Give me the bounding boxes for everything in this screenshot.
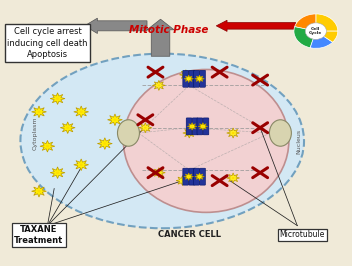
Text: Cell
Cycle: Cell Cycle	[309, 27, 322, 35]
Ellipse shape	[118, 120, 139, 146]
Polygon shape	[187, 123, 197, 130]
Polygon shape	[60, 122, 75, 134]
Circle shape	[157, 172, 160, 174]
Circle shape	[157, 84, 160, 86]
FancyBboxPatch shape	[194, 70, 199, 87]
Polygon shape	[195, 173, 204, 180]
Ellipse shape	[20, 54, 304, 228]
Circle shape	[113, 118, 117, 121]
FancyBboxPatch shape	[200, 168, 206, 185]
Polygon shape	[184, 173, 194, 180]
Polygon shape	[74, 159, 89, 171]
Circle shape	[103, 142, 106, 145]
Circle shape	[66, 126, 69, 129]
Polygon shape	[40, 140, 55, 152]
FancyBboxPatch shape	[197, 118, 203, 135]
Text: Cell cycle arrest
inducing cell death
Apoptosis: Cell cycle arrest inducing cell death Ap…	[7, 27, 88, 59]
Circle shape	[37, 111, 40, 113]
Polygon shape	[195, 75, 204, 82]
FancyArrow shape	[84, 18, 147, 34]
Text: Cytoplasm: Cytoplasm	[33, 116, 38, 150]
Text: Microtubule: Microtubule	[279, 230, 325, 239]
FancyBboxPatch shape	[189, 168, 195, 185]
Polygon shape	[176, 176, 189, 186]
Polygon shape	[227, 128, 240, 138]
Circle shape	[80, 111, 83, 113]
Wedge shape	[316, 31, 338, 42]
Circle shape	[188, 78, 190, 80]
FancyBboxPatch shape	[189, 70, 195, 87]
FancyBboxPatch shape	[186, 118, 192, 135]
Wedge shape	[295, 14, 316, 31]
Circle shape	[181, 180, 184, 182]
Text: Nucleus: Nucleus	[296, 128, 301, 153]
FancyBboxPatch shape	[200, 70, 206, 87]
Polygon shape	[74, 106, 89, 118]
FancyBboxPatch shape	[203, 118, 209, 135]
Polygon shape	[98, 138, 112, 149]
Polygon shape	[152, 80, 165, 90]
Polygon shape	[139, 123, 152, 133]
Circle shape	[37, 190, 40, 193]
Text: CANCER CELL: CANCER CELL	[158, 230, 221, 239]
Ellipse shape	[269, 120, 291, 146]
Polygon shape	[184, 75, 194, 82]
Ellipse shape	[124, 69, 289, 212]
Polygon shape	[183, 128, 196, 138]
Circle shape	[184, 74, 187, 76]
Circle shape	[199, 78, 201, 80]
Polygon shape	[32, 185, 46, 197]
FancyBboxPatch shape	[183, 70, 189, 87]
FancyBboxPatch shape	[192, 118, 198, 135]
Circle shape	[46, 145, 49, 148]
Polygon shape	[152, 168, 165, 178]
FancyBboxPatch shape	[183, 168, 189, 185]
Circle shape	[56, 171, 59, 174]
FancyArrow shape	[147, 19, 174, 56]
Polygon shape	[198, 123, 208, 130]
Text: TAXANE
Treatment: TAXANE Treatment	[14, 225, 64, 244]
Polygon shape	[180, 70, 192, 80]
Circle shape	[232, 132, 234, 134]
Polygon shape	[50, 167, 65, 178]
Circle shape	[188, 132, 191, 134]
Circle shape	[199, 176, 201, 177]
Circle shape	[191, 126, 193, 127]
Circle shape	[202, 126, 204, 127]
FancyArrow shape	[216, 20, 296, 31]
Circle shape	[80, 164, 83, 166]
Text: Mitotic Phase: Mitotic Phase	[129, 25, 209, 35]
Wedge shape	[310, 31, 333, 48]
Circle shape	[56, 97, 59, 100]
Wedge shape	[316, 14, 338, 31]
Circle shape	[232, 177, 234, 179]
Polygon shape	[32, 106, 46, 118]
Polygon shape	[227, 173, 240, 183]
Circle shape	[188, 176, 190, 177]
Polygon shape	[50, 93, 65, 105]
Circle shape	[144, 127, 147, 129]
Circle shape	[305, 23, 326, 39]
Polygon shape	[107, 114, 122, 126]
Wedge shape	[294, 27, 316, 48]
FancyBboxPatch shape	[194, 168, 199, 185]
